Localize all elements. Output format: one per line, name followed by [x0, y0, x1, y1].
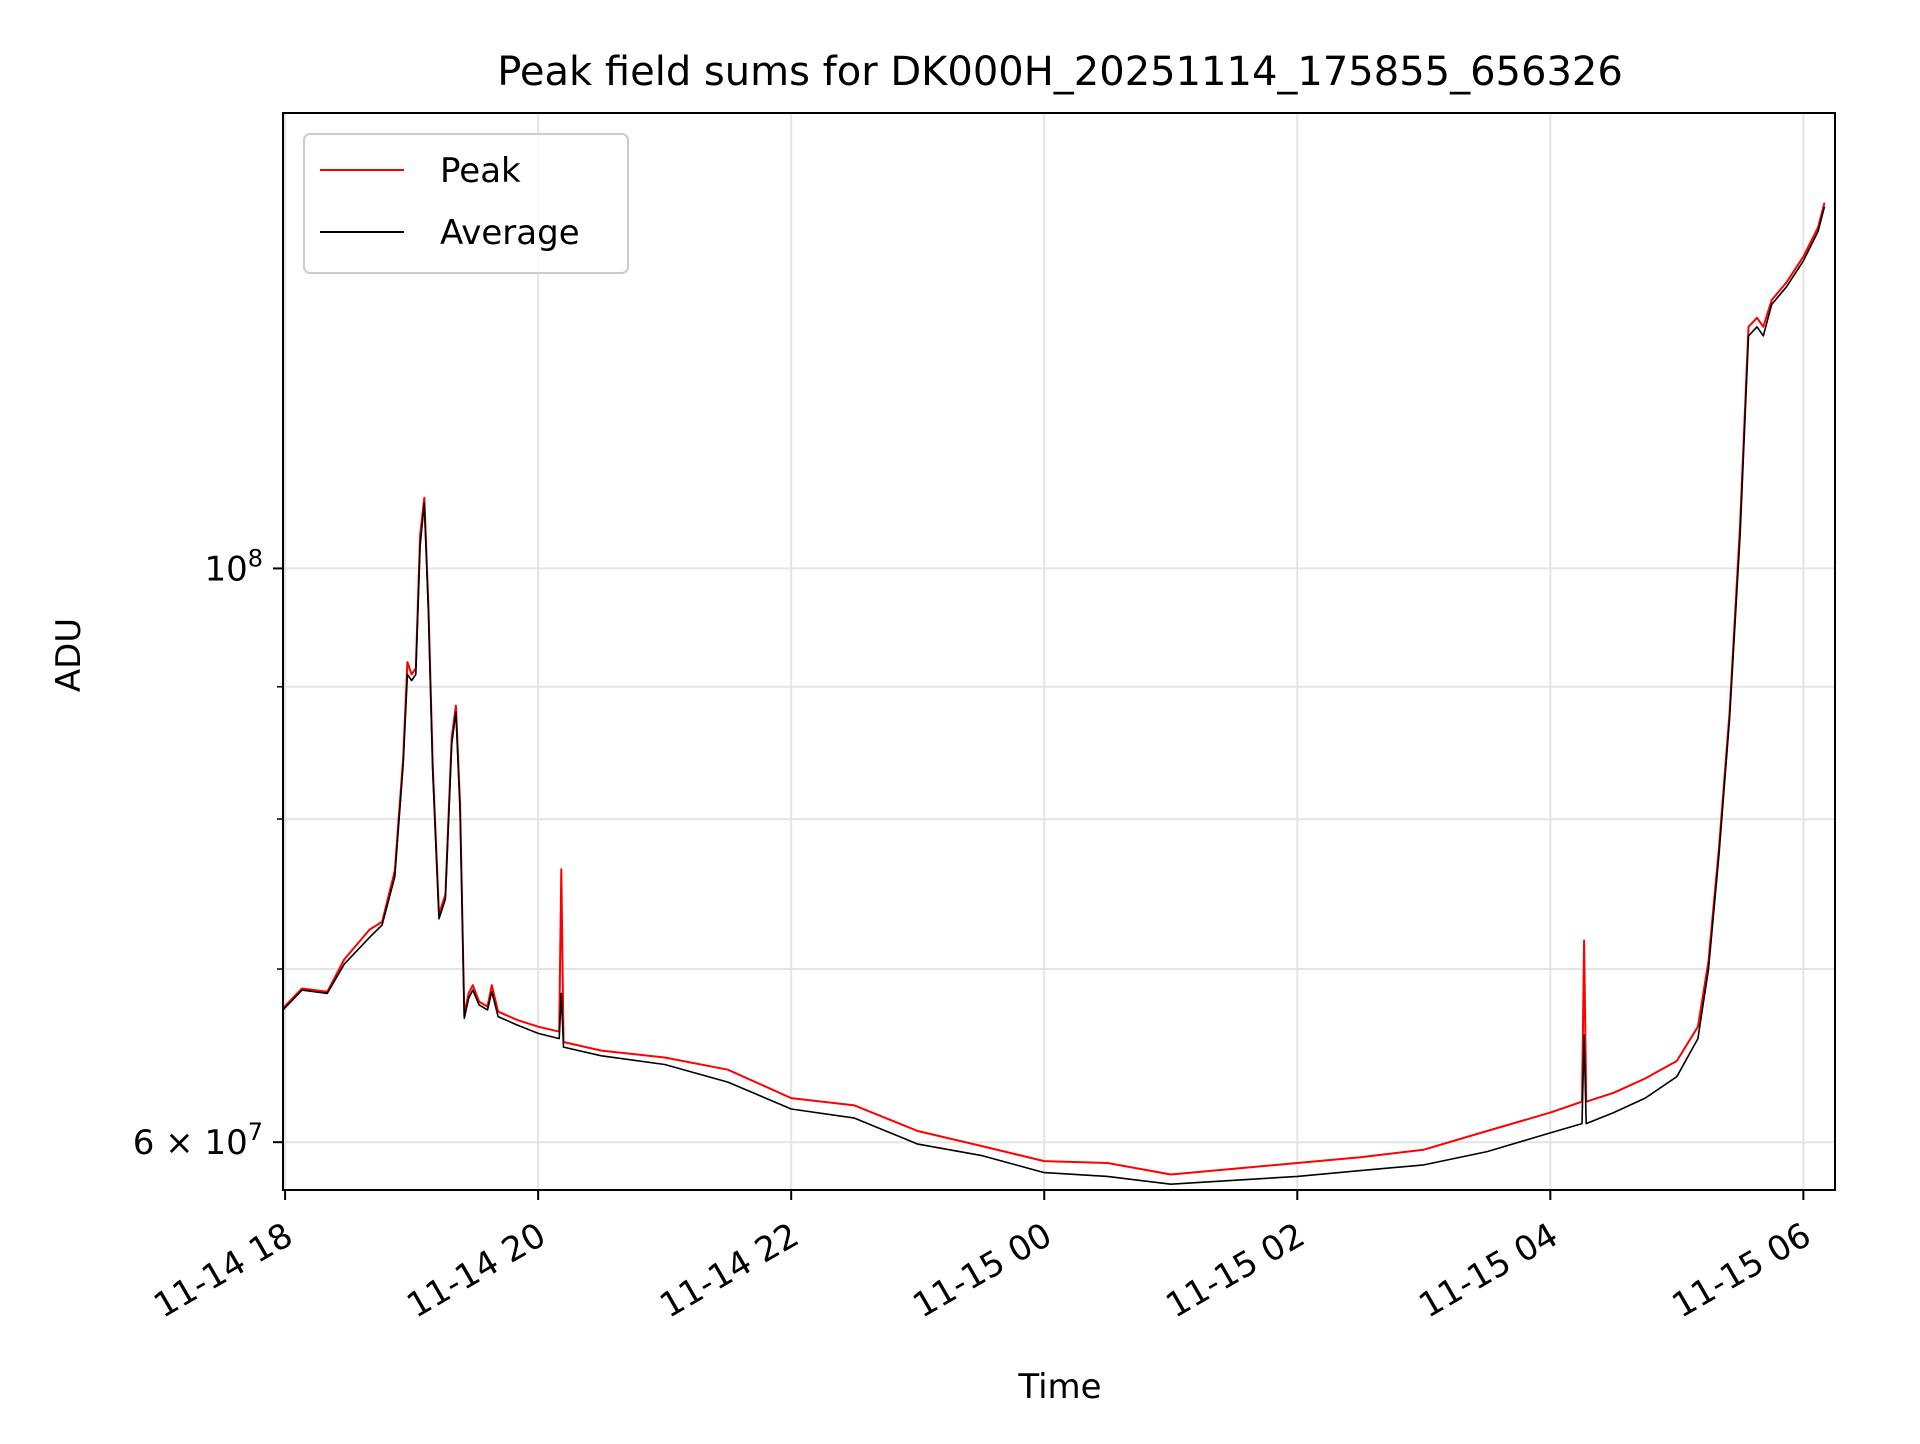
grid [283, 113, 1835, 1190]
y-tick-label: 108 [204, 544, 263, 589]
plot-frame [282, 112, 1836, 1191]
chart-title: Peak field sums for DK000H_20251114_1758… [497, 49, 1623, 95]
legend-label-average: Average [440, 213, 580, 253]
y-axis-label: ADU [49, 618, 89, 692]
series-line-average [282, 206, 1826, 1185]
legend: Peak Average [303, 133, 629, 274]
x-axis-label: Time [1017, 1367, 1101, 1407]
y-tick-label: 6 × 107 [133, 1118, 263, 1163]
series-lines [282, 202, 1826, 1185]
legend-box [303, 133, 629, 274]
legend-label-peak: Peak [440, 151, 521, 191]
